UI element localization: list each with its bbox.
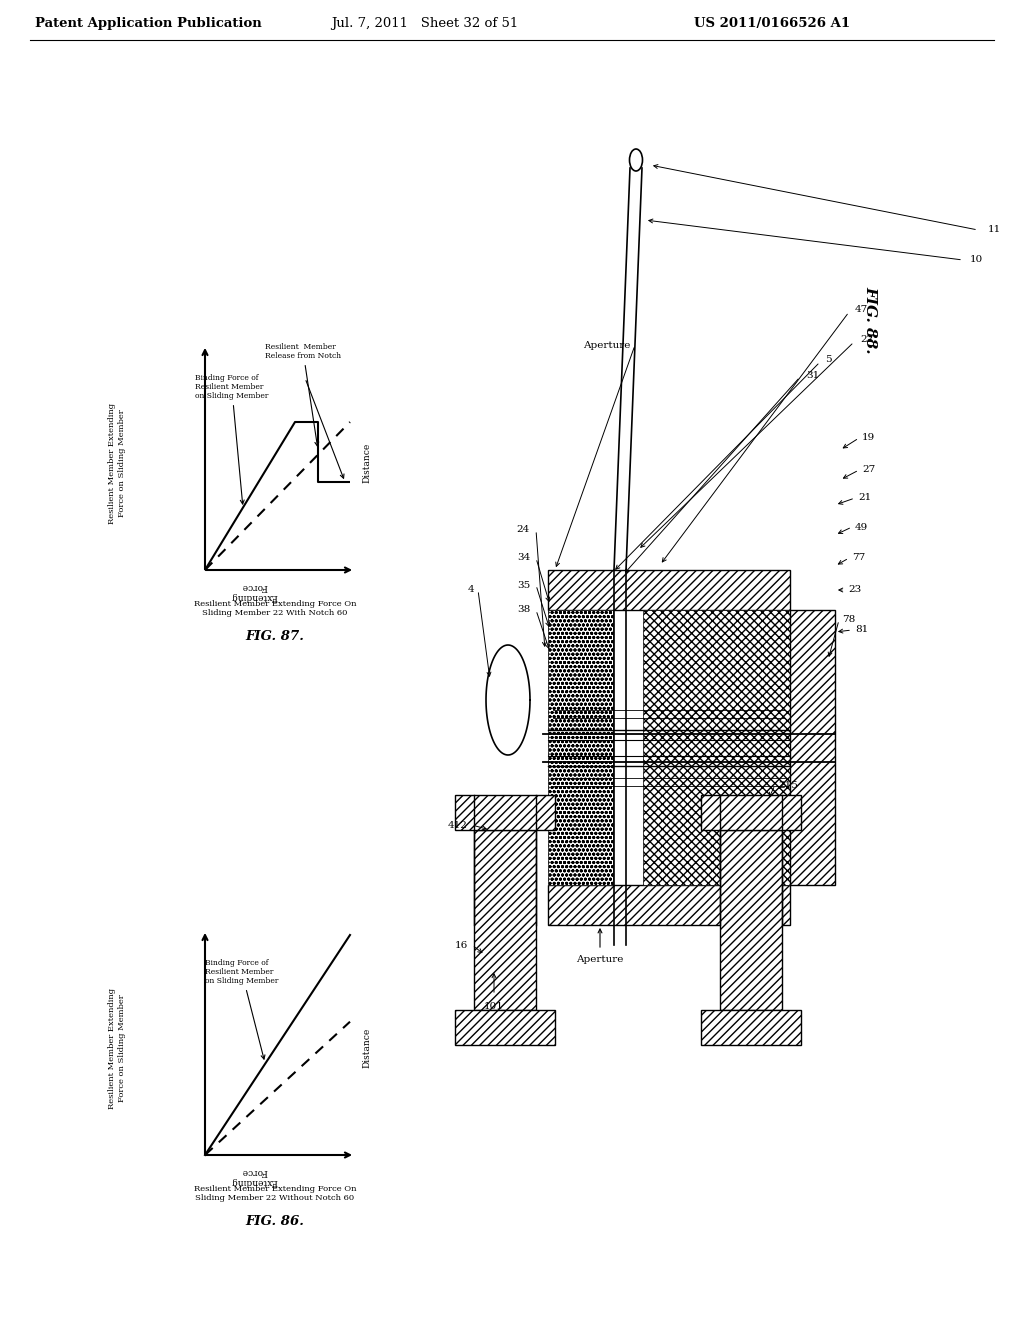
Text: 34: 34 (517, 553, 530, 562)
Text: 4: 4 (467, 586, 474, 594)
Text: 412: 412 (449, 821, 468, 829)
Text: Jul. 7, 2011   Sheet 32 of 51: Jul. 7, 2011 Sheet 32 of 51 (332, 17, 518, 30)
Text: Resilient Member Extending Force On
Sliding Member 22 Without Notch 60: Resilient Member Extending Force On Slid… (194, 1185, 356, 1203)
Text: 5: 5 (825, 355, 831, 364)
Text: US 2011/0166526 A1: US 2011/0166526 A1 (694, 17, 850, 30)
Text: Resilient Member Extending Force On
Sliding Member 22 With Notch 60: Resilient Member Extending Force On Slid… (194, 601, 356, 618)
Text: 24: 24 (517, 525, 530, 535)
Ellipse shape (630, 149, 642, 172)
Text: Aperture: Aperture (577, 956, 624, 965)
Text: Distance: Distance (362, 1028, 372, 1068)
Text: 22: 22 (860, 335, 873, 345)
Bar (701, 795, 801, 830)
Text: 16: 16 (455, 940, 468, 949)
Text: Extending
Force: Extending Force (230, 1167, 278, 1187)
Bar (643, 610, 790, 884)
Text: 49: 49 (855, 523, 868, 532)
Text: 35: 35 (517, 581, 530, 590)
Text: FIG. 86.: FIG. 86. (246, 1214, 304, 1228)
Text: Aperture: Aperture (583, 341, 630, 350)
Text: 10: 10 (970, 256, 983, 264)
Text: FIG. 87.: FIG. 87. (246, 630, 304, 643)
Text: Distance: Distance (362, 444, 372, 483)
Bar (474, 830, 536, 1010)
Text: 101: 101 (484, 1002, 504, 1011)
Text: Resilient  Member
Release from Notch: Resilient Member Release from Notch (265, 343, 341, 446)
Text: FIG. 88.: FIG. 88. (863, 286, 877, 354)
Text: Binding Force of
Resilient Member
on Sliding Member: Binding Force of Resilient Member on Sli… (205, 958, 279, 1059)
Text: Resilient Member Extending
Force on Sliding Member: Resilient Member Extending Force on Slid… (109, 987, 126, 1109)
Text: 23: 23 (848, 586, 861, 594)
Text: 19: 19 (862, 433, 876, 442)
Bar (548, 610, 613, 884)
Text: 21: 21 (858, 494, 871, 503)
Bar (455, 795, 555, 830)
Bar (720, 830, 782, 1010)
Bar (455, 1010, 555, 1045)
Text: 77: 77 (852, 553, 865, 562)
Text: 215: 215 (778, 780, 798, 789)
Text: Patent Application Publication: Patent Application Publication (35, 17, 261, 30)
Bar (790, 610, 835, 884)
Text: 81: 81 (855, 626, 868, 635)
Bar (701, 1010, 801, 1045)
Text: 31: 31 (806, 371, 819, 380)
Text: 78: 78 (842, 615, 855, 624)
Bar (548, 884, 790, 925)
Text: 38: 38 (517, 606, 530, 615)
Text: Resilient Member Extending
Force on Sliding Member: Resilient Member Extending Force on Slid… (109, 403, 126, 524)
Text: 11: 11 (988, 226, 1001, 235)
Text: 27: 27 (862, 466, 876, 474)
Text: Extending
Force: Extending Force (230, 582, 278, 602)
Text: Binding Force of
Resilient Member
on Sliding Member: Binding Force of Resilient Member on Sli… (195, 374, 268, 504)
Text: 47: 47 (855, 305, 868, 314)
Bar (548, 570, 790, 610)
